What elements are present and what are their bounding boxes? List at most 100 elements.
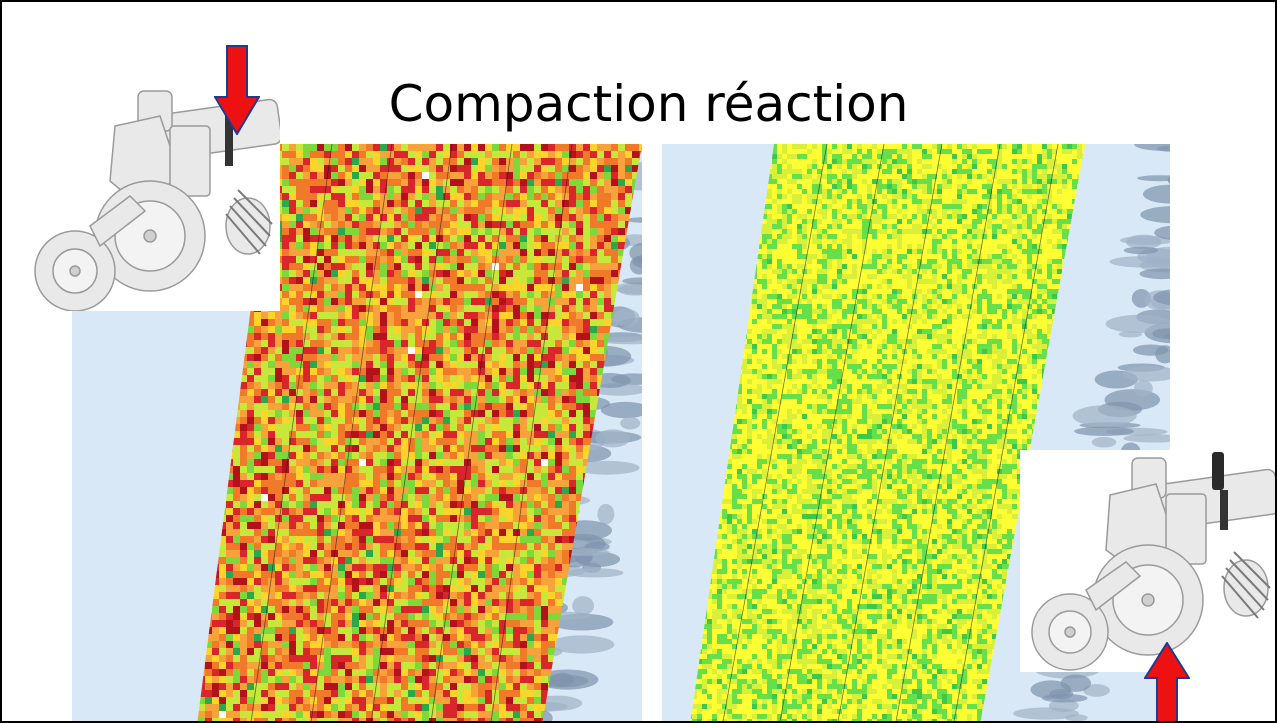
map-cell: [408, 158, 415, 165]
map-cell: [527, 354, 534, 361]
map-cell: [471, 172, 478, 179]
map-cell: [464, 508, 471, 515]
map-cell: [317, 354, 324, 361]
map-cell: [394, 417, 401, 424]
map-cell: [366, 340, 373, 347]
map-cell: [443, 550, 450, 557]
map-cell: [492, 417, 499, 424]
map-cell: [464, 431, 471, 438]
map-cell: [548, 494, 555, 501]
map-cell: [436, 186, 443, 193]
map-cell: [268, 536, 275, 543]
map-cell: [464, 550, 471, 557]
map-cell: [303, 375, 310, 382]
map-cell: [359, 249, 366, 256]
map-cell: [506, 382, 513, 389]
map-cell: [380, 193, 387, 200]
map-cell: [527, 417, 534, 424]
map-cell: [590, 312, 597, 319]
map-cell: [394, 431, 401, 438]
map-cell: [247, 382, 254, 389]
tree-shadow: [599, 336, 642, 345]
map-cell: [422, 361, 429, 368]
map-cell: [478, 382, 485, 389]
map-cell: [541, 347, 548, 354]
map-cell: [422, 382, 429, 389]
map-cell: [548, 368, 555, 375]
map-cell: [464, 186, 471, 193]
map-cell: [485, 347, 492, 354]
map-cell: [485, 501, 492, 508]
map-cell: [506, 305, 513, 312]
map-cell: [380, 424, 387, 431]
map-cell: [394, 522, 401, 529]
map-cell: [366, 172, 373, 179]
map-cell: [296, 417, 303, 424]
map-cell: [471, 466, 478, 473]
map-cell: [506, 256, 513, 263]
map-cell: [373, 396, 380, 403]
map-cell: [268, 550, 275, 557]
map-cell: [401, 445, 408, 452]
map-cell: [282, 298, 289, 305]
map-cell: [373, 207, 380, 214]
map-cell: [464, 256, 471, 263]
map-cell: [492, 536, 499, 543]
map-cell: [331, 312, 338, 319]
map-cell: [576, 347, 583, 354]
map-cell: [506, 284, 513, 291]
map-cell: [569, 501, 576, 508]
map-cell: [436, 445, 443, 452]
map-cell: [569, 221, 576, 228]
map-cell: [471, 550, 478, 557]
map-cell: [324, 144, 331, 151]
map-cell: [548, 487, 555, 494]
map-cell: [268, 438, 275, 445]
map-cell: [366, 389, 373, 396]
map-cell: [590, 277, 597, 284]
map-cell: [485, 179, 492, 186]
tree-shadow: [622, 277, 642, 285]
map-cell: [387, 249, 394, 256]
map-cell: [394, 403, 401, 410]
yield-cells: [197, 144, 642, 721]
map-cell: [359, 389, 366, 396]
map-cell: [366, 550, 373, 557]
map-cell: [527, 368, 534, 375]
map-cell: [443, 221, 450, 228]
map-cell: [555, 193, 562, 200]
map-cell: [422, 536, 429, 543]
map-cell: [541, 214, 548, 221]
map-cell: [492, 291, 499, 298]
map-cell: [331, 214, 338, 221]
map-cell: [499, 501, 506, 508]
map-cell: [506, 445, 513, 452]
map-cell: [317, 501, 324, 508]
map-cell: [366, 375, 373, 382]
map-cell: [597, 354, 604, 361]
map-cell: [380, 536, 387, 543]
map-cell: [317, 291, 324, 298]
map-cell: [436, 501, 443, 508]
map-cell: [359, 172, 366, 179]
map-cell: [394, 382, 401, 389]
map-cell: [345, 508, 352, 515]
map-cell: [303, 186, 310, 193]
map-cell: [534, 543, 541, 550]
map-cell: [478, 291, 485, 298]
map-cell: [422, 473, 429, 480]
map-cell: [380, 508, 387, 515]
map-cell: [310, 375, 317, 382]
map-cell: [317, 277, 324, 284]
map-cell: [506, 375, 513, 382]
tree-shadow: [572, 596, 594, 616]
map-cell: [464, 298, 471, 305]
map-cell: [471, 179, 478, 186]
map-cell: [513, 438, 520, 445]
map-cell: [569, 368, 576, 375]
map-cell: [338, 186, 345, 193]
map-cell: [520, 375, 527, 382]
map-cell: [597, 207, 604, 214]
map-cell: [282, 312, 289, 319]
map-cell: [492, 354, 499, 361]
